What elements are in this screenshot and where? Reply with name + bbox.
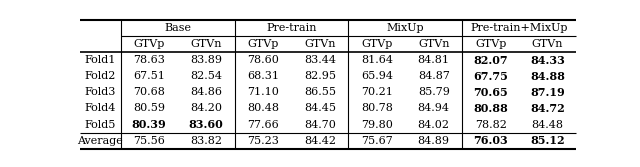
Text: 80.48: 80.48 [247,103,279,113]
Text: 71.10: 71.10 [247,87,279,97]
Text: GTVp: GTVp [361,39,392,49]
Text: 68.31: 68.31 [247,71,279,81]
Text: Pre-train: Pre-train [266,23,317,33]
Text: 84.33: 84.33 [530,55,565,66]
Text: 83.82: 83.82 [190,136,222,146]
Text: 77.66: 77.66 [247,120,279,130]
Text: 84.20: 84.20 [190,103,222,113]
Text: 67.51: 67.51 [133,71,165,81]
Text: 84.86: 84.86 [190,87,222,97]
Text: GTVn: GTVn [190,39,222,49]
Text: 86.55: 86.55 [304,87,336,97]
Text: 83.89: 83.89 [190,55,222,65]
Text: 84.81: 84.81 [418,55,450,65]
Text: GTVp: GTVp [134,39,165,49]
Text: 80.39: 80.39 [132,119,166,130]
Text: 84.48: 84.48 [532,120,564,130]
Text: 79.80: 79.80 [361,120,393,130]
Text: 80.88: 80.88 [473,103,508,114]
Text: 84.42: 84.42 [304,136,336,146]
Text: 70.21: 70.21 [361,87,393,97]
Text: 84.70: 84.70 [304,120,336,130]
Text: Fold5: Fold5 [84,120,116,130]
Text: 70.65: 70.65 [473,87,508,98]
Text: 78.63: 78.63 [133,55,165,65]
Text: Fold2: Fold2 [84,71,116,81]
Text: 83.44: 83.44 [304,55,336,65]
Text: 85.12: 85.12 [530,135,565,146]
Text: 84.87: 84.87 [418,71,450,81]
Text: 87.19: 87.19 [530,87,565,98]
Text: 70.68: 70.68 [133,87,165,97]
Text: 80.59: 80.59 [133,103,165,113]
Text: 84.45: 84.45 [304,103,336,113]
Text: 67.75: 67.75 [473,71,508,82]
Text: 82.95: 82.95 [304,71,336,81]
Text: GTVn: GTVn [304,39,335,49]
Text: 84.94: 84.94 [418,103,450,113]
Text: Base: Base [164,23,191,33]
Text: 78.82: 78.82 [475,120,507,130]
Text: MixUp: MixUp [387,23,424,33]
Text: 84.88: 84.88 [530,71,565,82]
Text: Average: Average [77,136,124,146]
Text: Fold4: Fold4 [84,103,116,113]
Text: GTVn: GTVn [532,39,563,49]
Text: 80.78: 80.78 [361,103,393,113]
Text: Fold1: Fold1 [84,55,116,65]
Text: 65.94: 65.94 [361,71,393,81]
Text: GTVn: GTVn [418,39,449,49]
Text: GTVp: GTVp [475,39,506,49]
Text: 81.64: 81.64 [361,55,393,65]
Text: 75.23: 75.23 [247,136,279,146]
Text: 82.07: 82.07 [474,55,508,66]
Text: 78.60: 78.60 [247,55,279,65]
Text: 76.03: 76.03 [473,135,508,146]
Text: 83.60: 83.60 [189,119,223,130]
Text: 84.72: 84.72 [530,103,565,114]
Text: 82.54: 82.54 [190,71,222,81]
Text: 84.02: 84.02 [418,120,450,130]
Text: Fold3: Fold3 [84,87,116,97]
Text: 75.56: 75.56 [133,136,165,146]
Text: 85.79: 85.79 [418,87,450,97]
Text: GTVp: GTVp [247,39,278,49]
Text: 84.89: 84.89 [418,136,450,146]
Text: Pre-train+MixUp: Pre-train+MixUp [470,23,568,33]
Text: 75.67: 75.67 [361,136,393,146]
